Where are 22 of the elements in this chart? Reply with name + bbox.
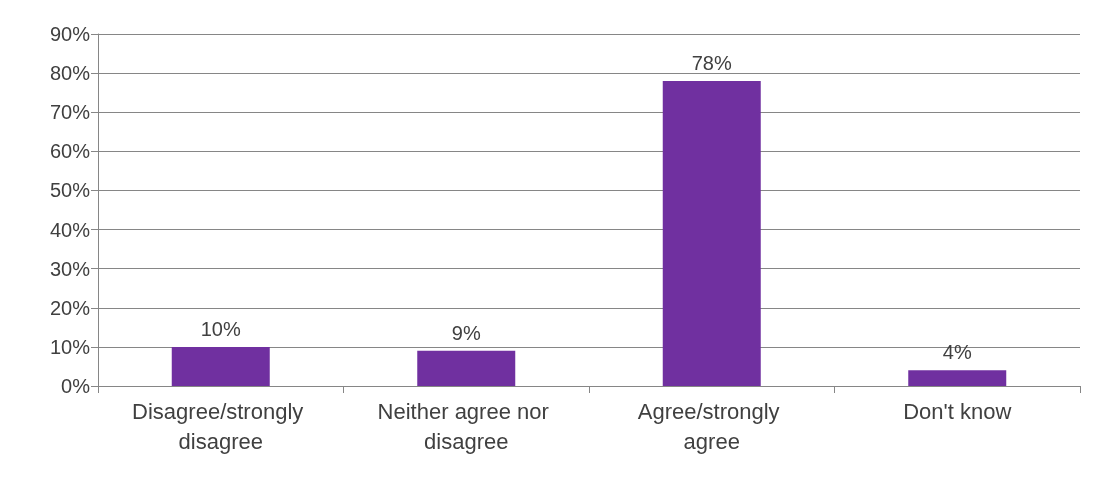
data-label: 9% [451,321,481,344]
y-tick-label: 70% [49,101,91,124]
y-tick-label: 10% [49,335,91,358]
x-tick-label: Don't know [903,398,1012,424]
y-tick-label: 20% [49,296,91,319]
data-label: 78% [691,51,732,74]
y-tick-label: 50% [49,179,91,202]
y-tick-label: 90% [49,23,91,45]
y-tick-label: 30% [49,257,91,280]
bar [417,350,516,386]
y-tick-label: 0% [61,375,91,397]
x-tick-label: Agree/strongly agree [637,398,786,454]
bar [662,80,761,386]
data-label: 10% [200,317,241,340]
data-label: 4% [942,341,972,364]
bar [171,346,270,386]
y-tick-label: 40% [49,218,91,241]
y-tick-label: 60% [49,140,91,163]
x-tick-label: Disagree/strongly disagree [132,398,310,454]
bar [908,370,1007,386]
x-tick-label: Neither agree nor disagree [377,398,555,454]
y-tick-label: 80% [49,62,91,85]
